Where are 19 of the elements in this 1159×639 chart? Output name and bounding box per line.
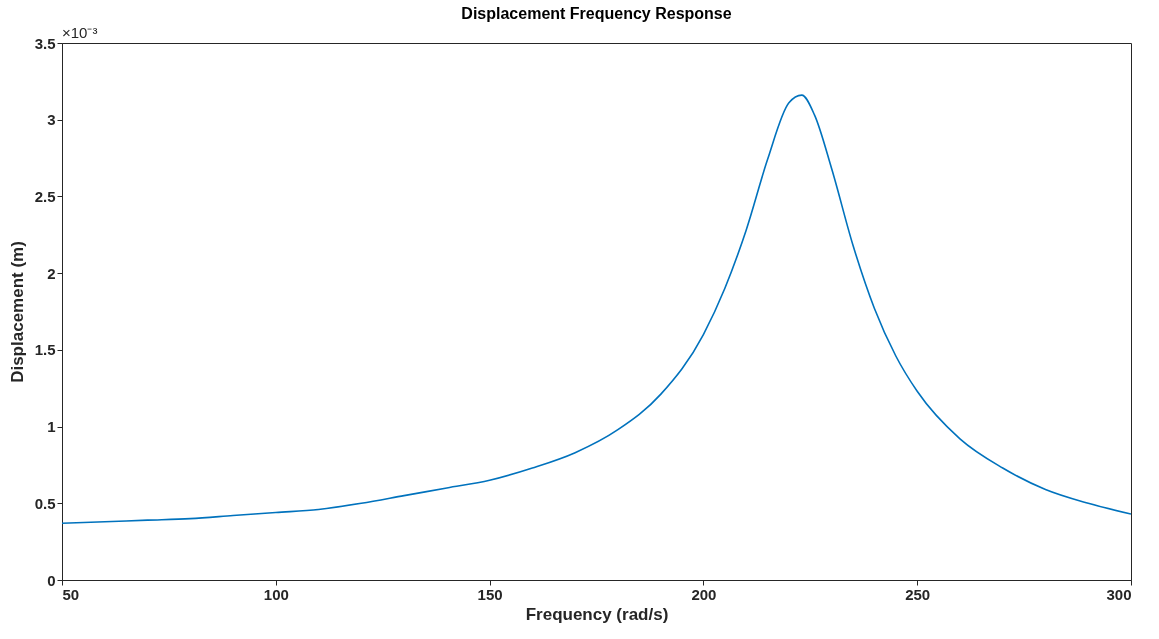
y-tick-label: 1.5 xyxy=(34,341,56,359)
x-tick-label: 200 xyxy=(691,585,717,603)
y-tick-label: 3 xyxy=(47,111,56,129)
x-axis-title: Frequency (rad/s) xyxy=(525,604,669,624)
y-axis-title: Displacement (m) xyxy=(7,241,27,383)
line-series xyxy=(62,94,1131,525)
x-tick-label: 100 xyxy=(263,585,289,603)
y-tick-label: 2.5 xyxy=(34,187,56,205)
y-tick-label: 1 xyxy=(47,418,56,436)
y-tick-label: 3.5 xyxy=(34,34,56,52)
chart-title: Displacement Frequency Response xyxy=(461,5,732,22)
x-tick-label: 150 xyxy=(477,585,503,603)
y-tick-label: 0.5 xyxy=(34,494,56,512)
y-tick-label: 0 xyxy=(47,571,56,589)
x-tick-label: 300 xyxy=(1106,585,1132,603)
x-tick-label: 50 xyxy=(62,585,80,603)
x-tick-label: 250 xyxy=(905,585,931,603)
y-tick-label: 2 xyxy=(47,264,56,282)
text: ×10⁻³ xyxy=(62,24,98,41)
